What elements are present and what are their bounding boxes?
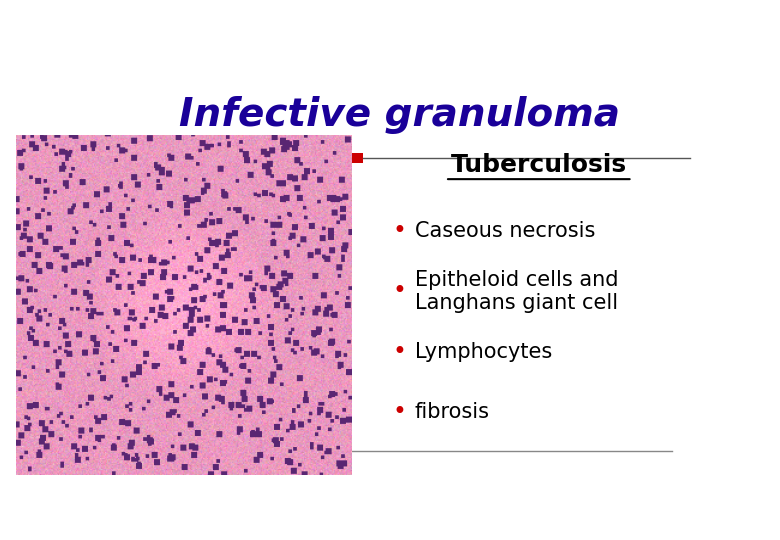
Text: Tuberculosis: Tuberculosis <box>451 153 627 177</box>
Text: Infective granuloma: Infective granuloma <box>179 96 620 134</box>
Text: Lymphocytes: Lymphocytes <box>415 342 552 362</box>
Text: Epitheloid cells and
Langhans giant cell: Epitheloid cells and Langhans giant cell <box>415 270 619 313</box>
Text: •: • <box>393 279 406 303</box>
Text: •: • <box>393 340 406 364</box>
Text: Caseous necrosis: Caseous necrosis <box>415 221 595 241</box>
Text: •: • <box>393 400 406 424</box>
Text: •: • <box>393 219 406 243</box>
Text: fibrosis: fibrosis <box>415 402 490 422</box>
Bar <box>109 153 363 163</box>
